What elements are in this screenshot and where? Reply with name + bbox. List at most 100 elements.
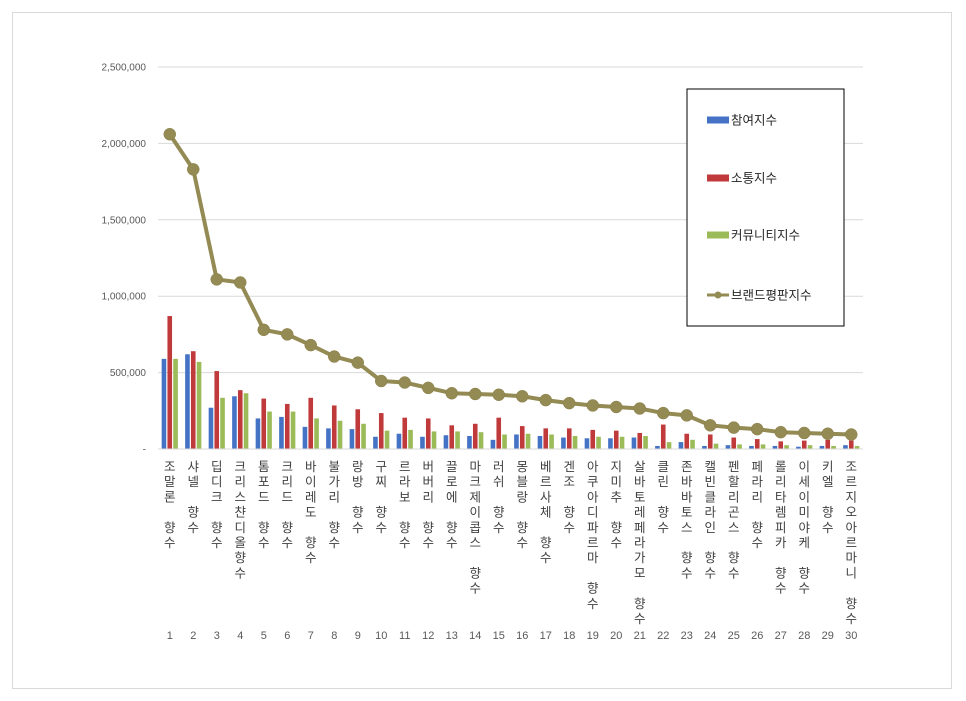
bar	[431, 431, 437, 449]
bar	[590, 429, 596, 449]
line-point	[845, 428, 858, 441]
line-point	[516, 390, 529, 403]
line-point	[257, 323, 270, 337]
line-point	[563, 396, 576, 410]
line-point	[680, 409, 693, 422]
x-tick-label: 25	[728, 630, 740, 642]
bar	[167, 316, 173, 449]
x-tick-label: 5	[261, 630, 267, 642]
line-point	[492, 388, 505, 402]
x-tick-label: 7	[308, 630, 314, 642]
bar	[619, 436, 625, 449]
bar	[384, 430, 390, 449]
line-point	[657, 406, 670, 420]
bar	[760, 444, 766, 449]
bar	[420, 436, 425, 449]
bar	[361, 423, 366, 449]
bar	[796, 446, 801, 449]
line-point	[774, 425, 787, 439]
bar	[561, 437, 566, 449]
line-point	[375, 374, 388, 388]
bar	[261, 398, 267, 449]
line-point	[821, 427, 834, 440]
line-point	[163, 127, 176, 141]
bar	[519, 426, 525, 449]
bar	[425, 418, 431, 449]
x-tick-label: 9	[355, 630, 361, 642]
bar	[778, 441, 784, 449]
bar	[467, 436, 472, 449]
x-tick-label: 14	[469, 630, 481, 642]
bar	[267, 411, 272, 449]
bar	[660, 424, 666, 449]
x-tick-label: 15	[493, 630, 505, 642]
y-tick-label: 1,500,000	[102, 215, 147, 226]
x-tick-label: 21	[634, 630, 646, 642]
bar	[843, 445, 848, 449]
bar	[725, 445, 731, 449]
bar	[196, 361, 202, 449]
bar	[831, 445, 836, 449]
line-point	[187, 163, 200, 176]
legend-label: 커뮤니티지수	[731, 228, 800, 243]
x-tick-label: 12	[422, 630, 434, 642]
x-tick-label: 2	[190, 630, 196, 642]
line-point	[633, 402, 646, 415]
y-axis: - 500,000 1,000,000 1,500,000 2,000,000 2,500…	[102, 63, 147, 456]
bar	[637, 432, 643, 449]
x-tick-label: 13	[446, 630, 458, 642]
bar	[584, 438, 590, 449]
bar	[496, 417, 502, 449]
bar	[173, 358, 178, 449]
bar	[801, 440, 807, 449]
bar	[713, 443, 719, 449]
bar	[566, 428, 572, 449]
bar	[302, 426, 308, 449]
bar	[702, 445, 707, 449]
bar	[478, 432, 484, 449]
bar	[237, 390, 243, 449]
bar	[255, 418, 261, 449]
bars	[161, 316, 860, 449]
line-point	[328, 350, 341, 363]
x-tick-label: 8	[331, 630, 337, 642]
bar	[208, 407, 214, 449]
line-point	[586, 399, 599, 412]
bar	[514, 434, 519, 449]
bar	[819, 445, 825, 449]
line-point	[798, 426, 811, 440]
line-point	[704, 419, 717, 432]
line-point	[210, 273, 223, 286]
bar	[666, 442, 672, 449]
x-tick-label: 4	[237, 630, 243, 642]
x-tick-label: 27	[775, 630, 787, 642]
bar	[731, 437, 737, 449]
legend-label: 참여지수	[731, 113, 777, 128]
bar	[613, 430, 619, 449]
y-tick-label: 2,000,000	[102, 139, 147, 150]
bar	[854, 445, 860, 449]
bar	[232, 396, 237, 449]
bar	[472, 423, 478, 449]
line-point	[469, 387, 482, 401]
x-tick-label: 24	[704, 630, 716, 642]
bar	[772, 445, 778, 449]
x-tick-label: 26	[751, 630, 763, 642]
bar	[737, 444, 742, 449]
